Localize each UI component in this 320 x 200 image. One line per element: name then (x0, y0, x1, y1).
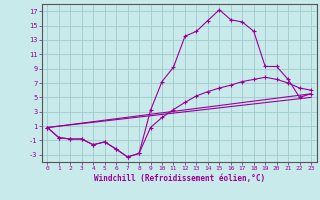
X-axis label: Windchill (Refroidissement éolien,°C): Windchill (Refroidissement éolien,°C) (94, 174, 265, 183)
